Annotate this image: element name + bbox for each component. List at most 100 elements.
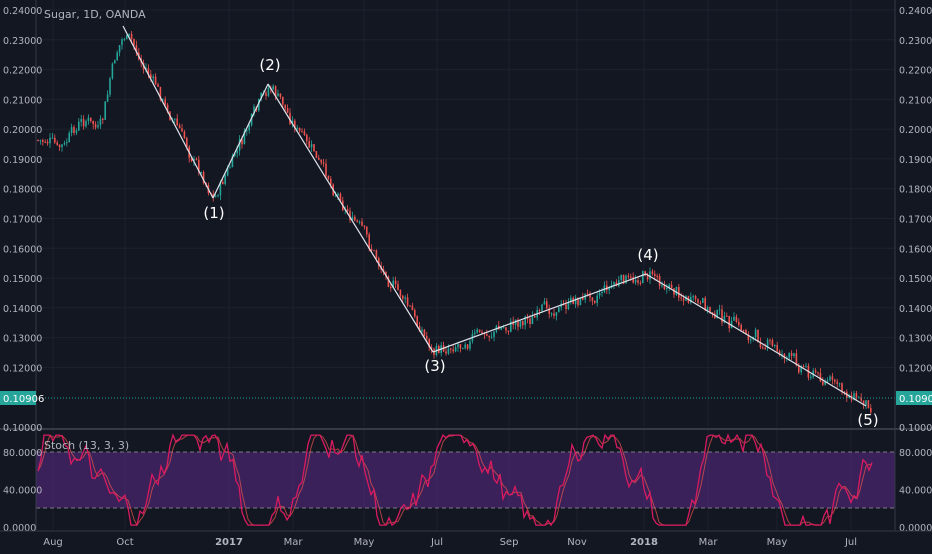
price-tick-right: 0.13000 — [899, 334, 932, 345]
candle — [361, 221, 363, 226]
candle — [394, 280, 397, 284]
candle — [94, 124, 97, 128]
candle — [778, 351, 781, 355]
candle — [618, 280, 620, 287]
candle — [222, 182, 224, 185]
candle — [730, 320, 733, 329]
candle — [274, 86, 277, 97]
candle — [543, 301, 546, 305]
candle — [517, 319, 519, 327]
candle — [303, 131, 306, 135]
price-tick-left: 0.12000 — [3, 363, 42, 374]
candle — [70, 127, 73, 134]
candle — [781, 353, 783, 355]
candle — [589, 293, 591, 298]
symbol-title[interactable]: Sugar, 1D, OANDA — [44, 8, 146, 21]
candle — [164, 99, 166, 105]
candle — [524, 316, 526, 326]
candle — [157, 84, 159, 87]
candle — [308, 141, 310, 148]
left-price-axis[interactable]: 0.24000 0.23000 0.22000 0.21000 0.20000 0.190… — [3, 0, 42, 530]
candle — [519, 320, 522, 327]
candle — [608, 287, 610, 291]
candle — [272, 86, 274, 90]
candle — [397, 283, 399, 290]
candle — [147, 68, 150, 75]
wave-segment[interactable] — [212, 83, 269, 199]
candle — [651, 271, 654, 274]
candle — [534, 316, 536, 318]
price-tick-right: 0.15000 — [899, 274, 932, 285]
right-price-axis[interactable]: 0.24000 0.23000 0.22000 0.21000 0.20000 0.190… — [894, 0, 932, 530]
candle — [704, 297, 706, 311]
candle — [123, 39, 126, 41]
elliott-wave-lines[interactable] — [122, 25, 867, 407]
candle — [776, 344, 778, 352]
time-tick: Jul — [430, 537, 443, 548]
current-price-right: 0.10906 — [899, 394, 932, 405]
candle — [234, 153, 236, 156]
candle — [548, 308, 550, 314]
candle — [591, 297, 594, 301]
candle — [92, 120, 94, 125]
time-axis[interactable]: Aug Oct 2017 Mar May Jul Sep Nov 2018 Mar May Jul — [0, 530, 932, 548]
candle — [829, 376, 831, 381]
candle — [627, 275, 630, 277]
time-tick: Mar — [284, 537, 304, 548]
candle — [546, 301, 548, 309]
candle — [802, 366, 805, 368]
candle — [838, 383, 841, 385]
wave-label: (5) — [857, 411, 878, 429]
wave-segment[interactable] — [645, 273, 867, 407]
candle — [726, 315, 728, 317]
candle — [565, 304, 567, 309]
wave-segment[interactable] — [432, 273, 647, 353]
candle — [464, 344, 466, 349]
candle — [510, 321, 512, 332]
candle — [870, 408, 872, 413]
candle — [742, 329, 745, 331]
candle — [37, 140, 39, 141]
candle — [66, 142, 68, 144]
time-tick: Oct — [116, 537, 133, 548]
current-price-badge-right — [896, 391, 932, 405]
candle — [104, 101, 106, 120]
candle — [642, 271, 644, 284]
price-tick-right: 0.17000 — [899, 215, 932, 226]
candle — [375, 250, 378, 259]
candle — [267, 87, 270, 96]
price-tick-left: 0.21000 — [3, 95, 42, 106]
candle — [39, 140, 42, 142]
candle — [476, 329, 478, 333]
candle — [505, 327, 507, 331]
stoch-indicator-title[interactable]: Stoch (13, 3, 3) — [44, 439, 130, 452]
candle — [80, 119, 82, 122]
candle — [728, 315, 730, 329]
candle — [126, 35, 128, 40]
candle — [109, 78, 111, 95]
candle — [622, 275, 625, 284]
candle — [121, 39, 123, 46]
candle — [831, 376, 834, 380]
candle — [166, 104, 169, 112]
candle — [632, 277, 634, 283]
wave-segment[interactable] — [267, 83, 434, 353]
price-tick-left: 0.13000 — [3, 334, 42, 345]
wave-segment[interactable] — [122, 25, 214, 199]
candle — [654, 273, 656, 276]
candle — [620, 275, 622, 281]
price-tick-left: 0.22000 — [3, 66, 42, 77]
candle — [366, 226, 368, 235]
candle — [819, 373, 822, 382]
candle — [675, 286, 678, 295]
candle — [661, 285, 663, 287]
candle — [217, 195, 219, 197]
candle — [260, 92, 262, 100]
candle — [541, 304, 543, 311]
candle — [46, 141, 49, 144]
candle — [325, 163, 327, 176]
candle — [603, 285, 606, 292]
price-tick-left: 0.24000 — [3, 6, 42, 17]
